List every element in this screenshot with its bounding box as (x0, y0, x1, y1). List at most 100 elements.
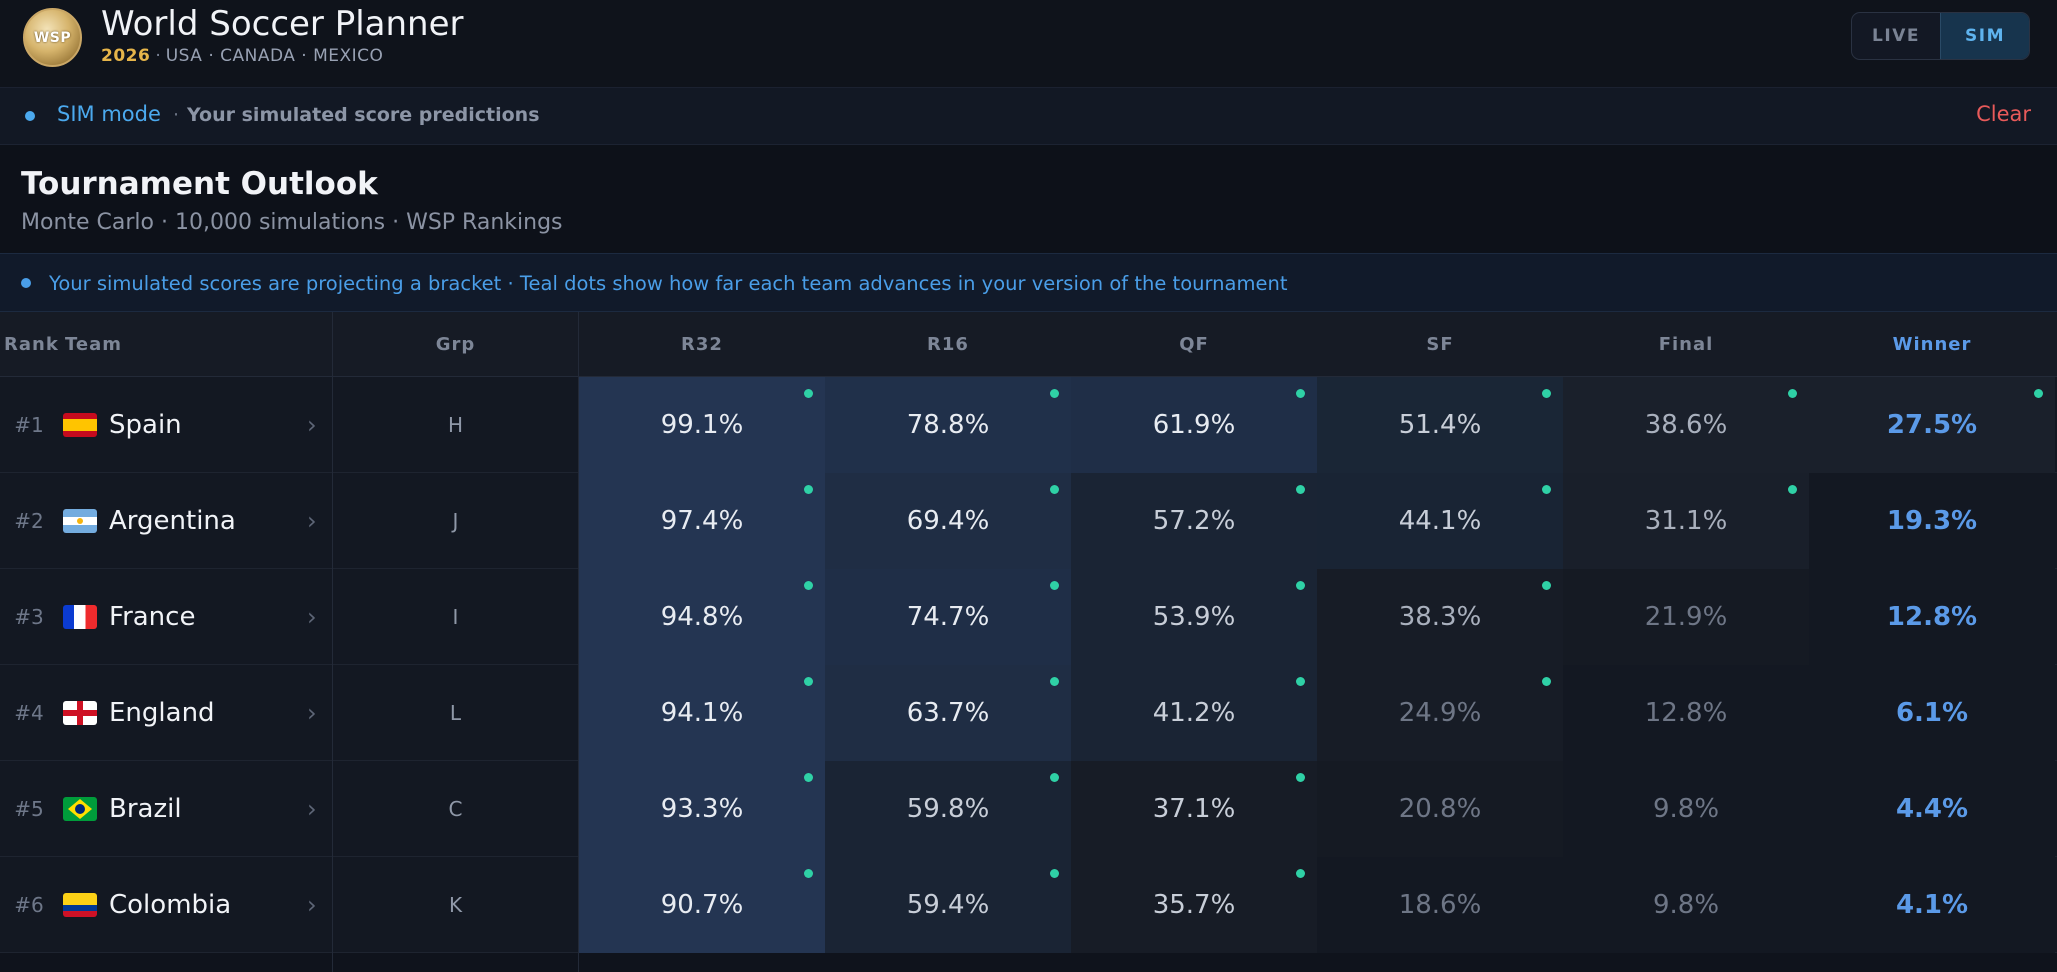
live-mode-button[interactable]: LIVE (1872, 26, 1920, 46)
prob-final: 31.1% (1563, 473, 1809, 569)
team-rank: #1 (14, 413, 44, 437)
table-row[interactable]: #1 Spain › H 99.1% 78.8% 61.9% 51.4% 38.6% 27.5% (0, 377, 2057, 473)
flag-icon (63, 509, 97, 533)
prob-winner: 4.4% (1809, 761, 2055, 857)
prob-value: 94.8% (660, 602, 744, 632)
advance-dot-icon (1788, 485, 1797, 494)
header-r32[interactable]: R32 (681, 334, 723, 355)
advance-dot-icon (804, 677, 813, 686)
prob-winner: 12.8% (1809, 569, 2055, 665)
prob-value: 59.8% (906, 794, 990, 824)
advance-dot-icon (1296, 485, 1305, 494)
header-rank[interactable]: Rank (4, 334, 59, 355)
prob-winner: 19.3% (1809, 473, 2055, 569)
team-name[interactable]: Spain (109, 410, 182, 440)
clear-button[interactable]: Clear (1976, 102, 2031, 126)
prob-value: 37.1% (1152, 794, 1236, 824)
team-name[interactable]: Colombia (109, 890, 232, 920)
group-column-divider (578, 312, 579, 972)
prob-final: 38.6% (1563, 377, 1809, 473)
header-winner[interactable]: Winner (1892, 334, 1972, 355)
chevron-right-icon[interactable]: › (307, 603, 317, 631)
prob-qf: 41.2% (1071, 665, 1317, 761)
projection-info-text: Your simulated scores are projecting a b… (49, 272, 1288, 295)
team-name[interactable]: Argentina (109, 506, 236, 536)
sim-mode-label: SIM mode (57, 102, 161, 126)
prob-value: 90.7% (660, 890, 744, 920)
prob-value: 20.8% (1398, 794, 1482, 824)
mode-toggle: LIVE SIM (1851, 12, 2030, 60)
advance-dot-icon (804, 869, 813, 878)
chevron-right-icon[interactable]: › (307, 411, 317, 439)
team-rank: #2 (14, 509, 44, 533)
advance-dot-icon (804, 773, 813, 782)
team-column-divider (332, 312, 333, 972)
prob-value: 93.3% (660, 794, 744, 824)
header-r16[interactable]: R16 (927, 334, 969, 355)
advance-dot-icon (1296, 389, 1305, 398)
team-name[interactable]: England (109, 698, 215, 728)
header-final[interactable]: Final (1658, 334, 1714, 355)
team-name[interactable]: Brazil (109, 794, 182, 824)
prob-r16: 63.7% (825, 665, 1071, 761)
prob-value: 51.4% (1398, 410, 1482, 440)
prob-value: 4.1% (1895, 890, 1969, 920)
table-row[interactable]: #5 Brazil › C 93.3% 59.8% 37.1% 20.8% 9.8% 4.4% (0, 761, 2057, 857)
host-countries: USA · CANADA · MEXICO (165, 46, 384, 66)
wsp-logo-icon: WSP (23, 8, 82, 67)
sim-status-dot-icon (25, 111, 35, 121)
table-row[interactable]: #3 France › I 94.8% 74.7% 53.9% 38.3% 21.9% 12.8% (0, 569, 2057, 665)
tournament-subline: 2026 · USA · CANADA · MEXICO (101, 46, 384, 66)
team-group: L (449, 701, 462, 725)
prob-value: 61.9% (1152, 410, 1236, 440)
projection-info-bar: Your simulated scores are projecting a b… (0, 253, 2057, 312)
advance-dot-icon (1050, 389, 1059, 398)
prob-r16: 78.8% (825, 377, 1071, 473)
table-header: Rank Team Grp R32 R16 QF SF Final Winner (0, 312, 2057, 377)
prob-winner: 27.5% (1809, 377, 2055, 473)
chevron-right-icon[interactable]: › (307, 699, 317, 727)
prob-value: 57.2% (1152, 506, 1236, 536)
prob-sf: 38.3% (1317, 569, 1563, 665)
prob-value: 35.7% (1152, 890, 1236, 920)
prob-sf: 18.6% (1317, 857, 1563, 953)
prob-value: 74.7% (906, 602, 990, 632)
prob-qf: 61.9% (1071, 377, 1317, 473)
prob-value: 24.9% (1398, 698, 1482, 728)
prob-value: 31.1% (1644, 506, 1728, 536)
team-rank: #3 (14, 605, 44, 629)
advance-dot-icon (2034, 389, 2043, 398)
prob-qf: 35.7% (1071, 857, 1317, 953)
header-sf[interactable]: SF (1426, 334, 1454, 355)
advance-dot-icon (1050, 677, 1059, 686)
prob-value: 6.1% (1895, 698, 1969, 728)
sim-mode-banner: SIM mode · Your simulated score predictio… (0, 88, 2057, 145)
advance-dot-icon (804, 389, 813, 398)
prob-value: 38.6% (1644, 410, 1728, 440)
chevron-right-icon[interactable]: › (307, 891, 317, 919)
prob-value: 21.9% (1644, 602, 1728, 632)
sim-mode-button[interactable]: SIM (1940, 13, 2029, 59)
table-row[interactable]: #6 Colombia › K 90.7% 59.4% 35.7% 18.6% 9.8% 4.1% (0, 857, 2057, 953)
team-group: J (452, 509, 459, 533)
prob-value: 41.2% (1152, 698, 1236, 728)
flag-icon (63, 893, 97, 917)
prob-value: 4.4% (1895, 794, 1969, 824)
header-group[interactable]: Grp (435, 334, 476, 355)
prob-value: 97.4% (660, 506, 744, 536)
team-name[interactable]: France (109, 602, 196, 632)
table-row[interactable]: #2 Argentina › J 97.4% 69.4% 57.2% 44.1% 31.1% 19… (0, 473, 2057, 569)
prob-final: 9.8% (1563, 857, 1809, 953)
header-team[interactable]: Team (65, 334, 122, 355)
chevron-right-icon[interactable]: › (307, 507, 317, 535)
prob-value: 94.1% (660, 698, 744, 728)
header-qf[interactable]: QF (1179, 334, 1209, 355)
chevron-right-icon[interactable]: › (307, 795, 317, 823)
prob-value: 99.1% (660, 410, 744, 440)
app-header: WSP World Soccer Planner 2026 · USA · CANA… (0, 0, 2057, 88)
prob-r32: 94.8% (579, 569, 825, 665)
prob-value: 38.3% (1398, 602, 1482, 632)
table-row[interactable]: #4 England › L 94.1% 63.7% 41.2% 24.9% 12.8% 6.1% (0, 665, 2057, 761)
prob-qf: 53.9% (1071, 569, 1317, 665)
team-rank: #5 (14, 797, 44, 821)
